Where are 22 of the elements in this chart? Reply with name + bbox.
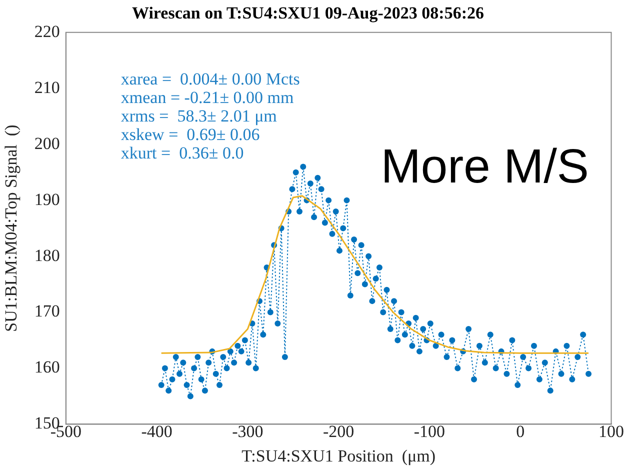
- annotation: xrms = 58.3± 2.01 μm: [120, 106, 277, 126]
- x-tick-label: 0: [516, 422, 525, 441]
- annotation: More M/S: [380, 140, 589, 194]
- y-tick-label: 170: [34, 302, 60, 321]
- y-tick-label: 200: [34, 134, 60, 153]
- x-tick-label: -400: [141, 422, 172, 441]
- x-tick-label: -300: [232, 422, 264, 441]
- x-tick-label: -200: [322, 422, 354, 441]
- x-tick-label: -100: [414, 422, 446, 441]
- x-tick-label: 100: [598, 422, 624, 441]
- x-axis-title: T:SU4:SXU1 Position (μm): [242, 446, 436, 466]
- y-tick-label: 210: [34, 78, 60, 97]
- y-tick-label: 190: [34, 190, 60, 209]
- y-tick-label: 160: [34, 358, 60, 377]
- y-tick-label: 220: [34, 22, 60, 41]
- y-tick-label: 180: [34, 246, 60, 265]
- annotation: xskew = 0.69± 0.06: [120, 124, 260, 144]
- annotation: xarea = 0.004± 0.00 Mcts: [120, 69, 300, 88]
- y-axis-title: SU1:BLM:M04:Top Signal (): [2, 124, 21, 332]
- annotation: xkurt = 0.36± 0.0: [120, 143, 244, 162]
- annotation: xmean = -0.21± 0.00 mm: [120, 88, 294, 107]
- chart-title: Wirescan on T:SU4:SXU1 09-Aug-2023 08:56:26: [132, 4, 484, 23]
